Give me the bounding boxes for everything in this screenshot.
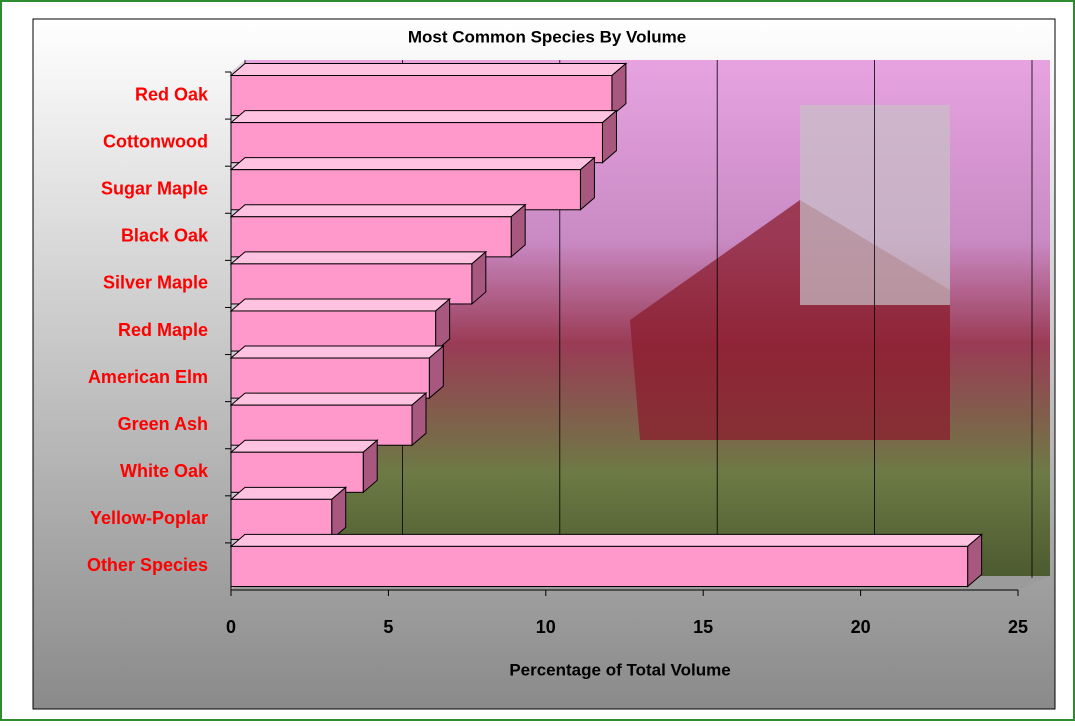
bar	[231, 393, 426, 445]
x-tick-label: 10	[536, 617, 556, 637]
x-tick-label: 5	[383, 617, 393, 637]
bar-top	[231, 64, 626, 76]
bar	[231, 299, 450, 351]
bar	[231, 205, 525, 257]
x-tick-label: 15	[693, 617, 713, 637]
y-tick-label: American Elm	[88, 367, 208, 387]
bar-front	[231, 76, 612, 116]
y-tick-label: Red Maple	[118, 320, 208, 340]
bar-top	[231, 299, 450, 311]
y-tick-label: Black Oak	[121, 226, 209, 246]
bar-front	[231, 123, 602, 163]
y-tick-label: Yellow-Poplar	[90, 508, 208, 528]
bar	[231, 64, 626, 116]
bar	[231, 158, 594, 210]
bar-top	[231, 346, 443, 358]
bar-front	[231, 170, 580, 210]
bar-front	[231, 452, 363, 492]
x-tick-label: 0	[226, 617, 236, 637]
y-tick-label: White Oak	[120, 461, 209, 481]
bar-front	[231, 499, 332, 539]
x-tick-label: 20	[851, 617, 871, 637]
bar-front	[231, 311, 436, 351]
bar-front	[231, 217, 511, 257]
bar	[231, 252, 486, 304]
y-tick-label: Green Ash	[118, 414, 208, 434]
bar-front	[231, 358, 429, 398]
y-tick-label: Silver Maple	[103, 273, 208, 293]
bar	[231, 346, 443, 398]
bar-top	[231, 534, 982, 546]
chart: Most Common Species By Volume Percentage…	[0, 0, 1075, 721]
bar-front	[231, 405, 412, 445]
x-axis-title: Percentage of Total Volume	[509, 660, 730, 679]
x-tick-label: 25	[1008, 617, 1028, 637]
bar	[231, 487, 346, 539]
y-tick-label: Other Species	[87, 555, 208, 575]
bar-top	[231, 440, 377, 452]
bar-top	[231, 111, 616, 123]
bar-front	[231, 264, 472, 304]
tower-shape	[800, 105, 950, 305]
bar	[231, 111, 616, 163]
bar-top	[231, 158, 594, 170]
bar-front	[231, 546, 968, 586]
bar-top	[231, 205, 525, 217]
y-tick-label: Cottonwood	[103, 131, 208, 151]
bar-top	[231, 393, 426, 405]
bar	[231, 534, 982, 586]
chart-title: Most Common Species By Volume	[408, 27, 686, 46]
bar	[231, 440, 377, 492]
bar-top	[231, 487, 346, 499]
y-tick-label: Sugar Maple	[101, 178, 208, 198]
bar-top	[231, 252, 486, 264]
y-tick-label: Red Oak	[135, 84, 209, 104]
